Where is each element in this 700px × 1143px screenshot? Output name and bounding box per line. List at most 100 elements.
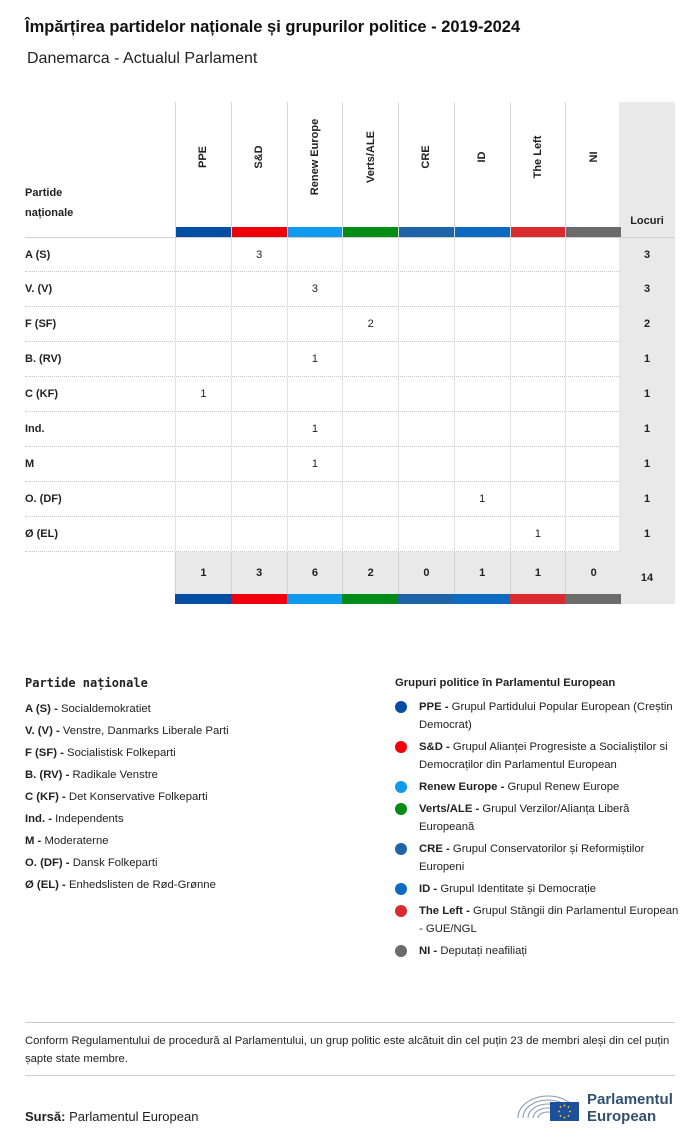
seat-cell [175, 517, 231, 551]
party-legend-name: Moderaterne [44, 835, 109, 847]
group-label: The Left [531, 135, 544, 179]
seat-cell [453, 342, 510, 376]
seat-cell [175, 342, 231, 376]
seat-cell [230, 482, 287, 516]
row-header-line2: naționale [25, 207, 74, 219]
group-legend-item: The Left - Grupul Stângii din Parlamentu… [395, 902, 680, 938]
seat-cell [175, 482, 231, 516]
seat-cell [342, 377, 398, 411]
seat-cell [230, 377, 287, 411]
group-color-dot-icon [395, 945, 407, 957]
party-name: C (KF) [25, 388, 58, 400]
group-label: Verts/ALE [364, 131, 377, 183]
group-label: PPE [197, 145, 210, 169]
seat-cell [565, 342, 621, 376]
seat-cell [398, 482, 454, 516]
group-legend-code: CRE - [419, 843, 450, 855]
seat-cell [565, 272, 621, 306]
legend-groups: Grupuri politice în Parlamentul European… [395, 677, 680, 964]
seat-cell [230, 517, 287, 551]
table-header: Partide naționale Locuri PPE S&D Renew Eur… [25, 102, 675, 237]
seat-cell [565, 412, 621, 446]
group-legend-name: Grupul Partidului Popular European (Creș… [419, 701, 673, 731]
seat-cell [509, 482, 566, 516]
footnote: Conform Regulamentului de procedură al P… [25, 1022, 675, 1068]
group-column-renew-europe: Renew Europe [286, 102, 343, 237]
row-total: 1 [619, 482, 675, 517]
legend-parties-title: Partide naționale [25, 676, 148, 690]
group-legend-item: Renew Europe - Grupul Renew Europe [395, 778, 680, 796]
seat-cell [453, 517, 510, 551]
group-legend-code: S&D - [419, 741, 450, 753]
row-total: 1 [619, 412, 675, 447]
seat-cell [342, 447, 398, 481]
party-name: A (S) [25, 249, 51, 261]
seat-cell [398, 447, 454, 481]
party-legend-name: Independents [55, 813, 124, 825]
group-label: Renew Europe [308, 118, 321, 196]
seat-table: Partide naționale Locuri PPE S&D Renew Eur… [25, 102, 675, 604]
table-row: V. (V) 3 3 [25, 272, 675, 307]
group-legend-name: Grupul Conservatorilor și Reformiștilor … [419, 843, 645, 873]
group-column-ni: NI [565, 102, 621, 237]
source: Sursă: Parlamentul European [25, 1109, 198, 1124]
seat-cell: 3 [286, 272, 343, 306]
group-color-bar [231, 227, 287, 237]
group-total: 1 [509, 552, 566, 594]
party-name: F (SF) [25, 318, 57, 330]
group-color-dot-icon [395, 741, 407, 753]
group-label: NI [587, 151, 600, 163]
seat-cell [398, 238, 454, 272]
party-legend-item: O. (DF) - Dansk Folkeparti [25, 852, 375, 874]
group-legend-name: Grupul Identitate și Democrație [440, 883, 597, 895]
row-header: Partide naționale [25, 183, 105, 223]
seat-cell [342, 238, 398, 272]
group-color-bar [454, 227, 510, 237]
party-name: M [25, 458, 35, 470]
seats-header: Locuri [619, 102, 675, 237]
seat-cell [286, 482, 343, 516]
table-row: M 1 1 [25, 447, 675, 482]
group-color-bar [287, 227, 343, 237]
group-legend-code: The Left - [419, 905, 470, 917]
group-total-color-bar [453, 594, 510, 604]
group-legend-code: NI - [419, 945, 438, 957]
seat-cell: 1 [286, 342, 343, 376]
group-legend-name: Deputați neafiliați [440, 945, 528, 957]
group-legend-name: Grupul Verzilor/Alianța Liberă Europeană [419, 803, 630, 833]
party-name: Ind. [25, 423, 45, 435]
group-total-color-bar [509, 594, 566, 604]
logo-line2: European [587, 1108, 657, 1125]
row-total: 1 [619, 342, 675, 377]
group-legend-item: CRE - Grupul Conservatorilor și Reformiș… [395, 840, 680, 876]
seat-cell [453, 447, 510, 481]
party-legend-name: Socialdemokratiet [60, 703, 151, 715]
seat-cell [342, 517, 398, 551]
seat-cell [175, 447, 231, 481]
party-legend-item: F (SF) - Socialistisk Folkeparti [25, 742, 375, 764]
group-label: S&D [253, 145, 266, 169]
seat-cell: 1 [509, 517, 566, 551]
seat-cell [342, 412, 398, 446]
seat-cell [453, 238, 510, 272]
seat-cell [398, 307, 454, 341]
group-color-bar [566, 227, 621, 237]
seat-cell [398, 377, 454, 411]
group-column-id: ID [453, 102, 510, 237]
party-legend-item: B. (RV) - Radikale Venstre [25, 764, 375, 786]
group-color-dot-icon [395, 905, 407, 917]
seat-cell [453, 307, 510, 341]
seat-cell [286, 517, 343, 551]
row-total: 1 [619, 377, 675, 412]
group-color-dot-icon [395, 883, 407, 895]
party-legend-item: Ø (EL) - Enhedslisten de Rød-Grønne [25, 874, 375, 896]
row-total: 3 [619, 238, 675, 273]
group-column-the-left: The Left [509, 102, 566, 237]
logo-line1: Parlamentul [587, 1091, 673, 1108]
seat-cell: 3 [230, 238, 287, 272]
party-legend-item: A (S) - Socialdemokratiet [25, 698, 375, 720]
table-row: Ø (EL) 1 1 [25, 517, 675, 552]
table-row: O. (DF) 1 1 [25, 482, 675, 517]
seat-cell [398, 342, 454, 376]
seat-cell [509, 272, 566, 306]
